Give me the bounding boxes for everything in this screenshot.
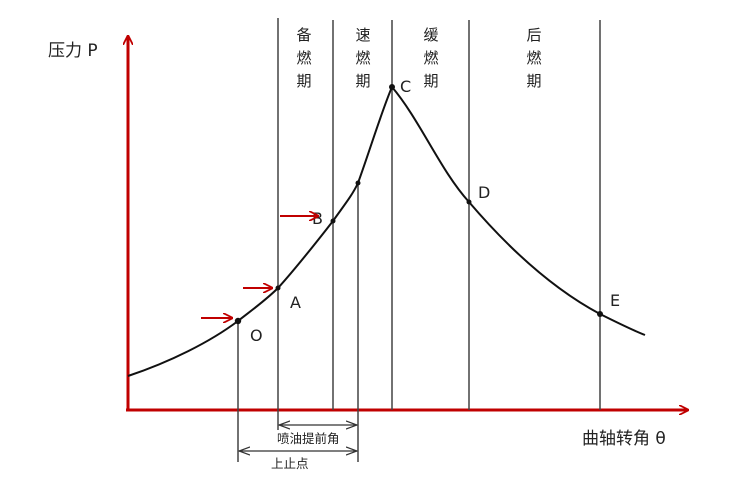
svg-text:期: 期: [423, 72, 438, 90]
phase-label-after-combustion: 后 燃 期: [526, 26, 541, 90]
point-b: [330, 218, 336, 224]
tdc-label: 上止点: [271, 456, 309, 471]
label-b: B: [312, 209, 323, 228]
svg-text:期: 期: [296, 72, 311, 90]
phase-label-rapid-combustion: 速 燃 期: [355, 26, 370, 90]
phase-label-slow-combustion: 缓 燃 期: [423, 26, 438, 90]
pressure-curve: [127, 85, 646, 377]
svg-text:期: 期: [355, 72, 370, 90]
svg-text:期: 期: [526, 72, 541, 90]
svg-text:后: 后: [526, 26, 541, 44]
point-c: [389, 84, 395, 90]
svg-text:缓: 缓: [423, 26, 438, 44]
svg-text:燃: 燃: [526, 49, 541, 67]
svg-text:速: 速: [355, 26, 370, 44]
point-a: [275, 285, 281, 291]
point-tdc: [355, 180, 361, 186]
label-a: A: [290, 293, 301, 312]
label-o: O: [250, 326, 263, 345]
phase-label-ignition-delay: 备 燃 期: [296, 26, 311, 90]
label-c: C: [400, 77, 411, 96]
x-axis-label: 曲轴转角 θ: [582, 429, 666, 449]
injection-advance-label: 喷油提前角: [277, 431, 340, 446]
phase-boundaries: [237, 18, 601, 462]
point-d: [466, 199, 472, 205]
svg-text:备: 备: [296, 26, 311, 44]
label-e: E: [610, 291, 620, 310]
point-o: [234, 317, 242, 325]
svg-text:燃: 燃: [355, 49, 370, 67]
label-d: D: [478, 183, 490, 202]
svg-text:燃: 燃: [423, 49, 438, 67]
y-axis-label: 压力 P: [48, 41, 98, 61]
curve-points: [234, 84, 603, 325]
svg-text:燃: 燃: [296, 49, 311, 67]
point-e: [597, 311, 603, 317]
